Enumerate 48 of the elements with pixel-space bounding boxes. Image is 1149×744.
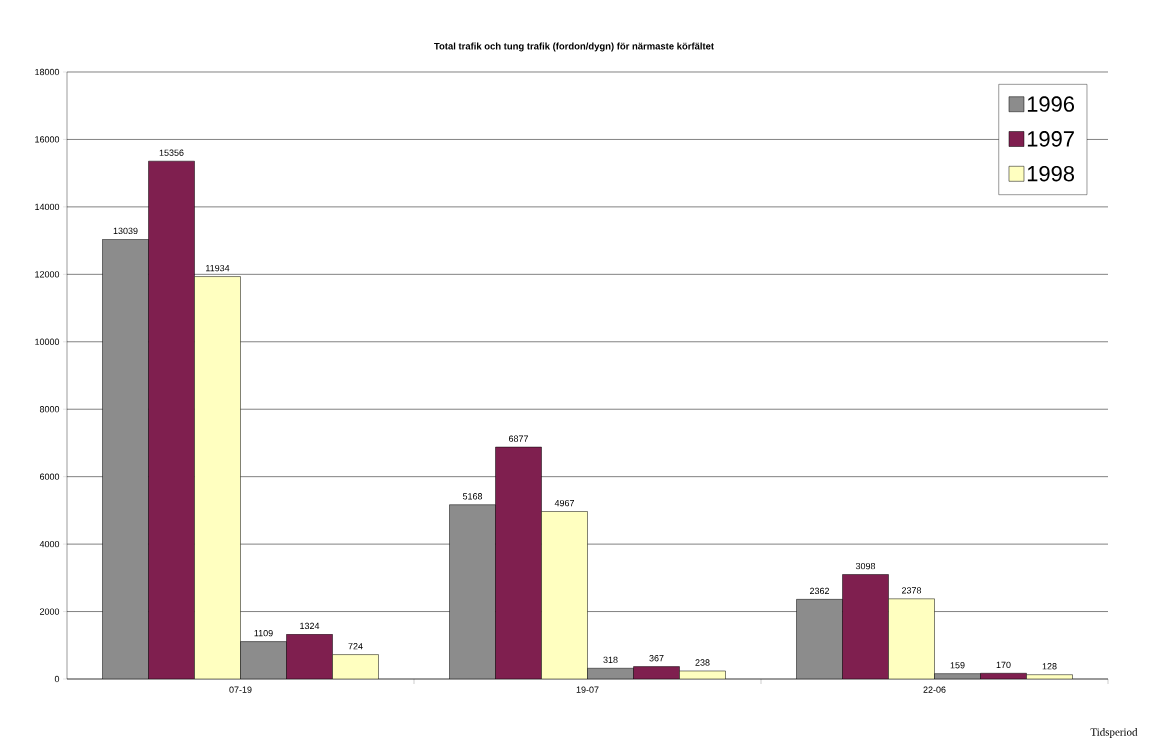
x-tick-label: 19-07 <box>576 686 599 693</box>
bar <box>541 511 588 679</box>
data-label: 170 <box>996 661 1011 669</box>
data-label: 128 <box>1042 663 1057 670</box>
bar <box>888 598 935 679</box>
x-tick-label: 07-19 <box>229 686 252 693</box>
data-label: 4967 <box>554 499 575 507</box>
data-label: 1324 <box>300 622 320 630</box>
y-tick-label: 6000 <box>39 473 60 480</box>
y-tick-label: 4000 <box>39 540 60 548</box>
bar <box>240 641 287 679</box>
legend-label: 1997 <box>1027 131 1074 147</box>
data-label: 5168 <box>462 493 483 500</box>
data-label: 3098 <box>855 562 876 570</box>
bar <box>842 574 889 679</box>
data-label: 1109 <box>254 630 273 637</box>
x-axis-title: Tidsperiod <box>1090 728 1138 738</box>
chart-title: Total trafik och tung trafik (fordon/dygn) för närmaste körfältet <box>434 42 714 52</box>
bar <box>495 446 542 679</box>
data-label: 2378 <box>901 587 922 594</box>
data-label: 367 <box>649 655 664 662</box>
data-label: 159 <box>950 662 965 669</box>
y-tick-label: 8000 <box>39 406 60 413</box>
data-label: 15356 <box>159 149 184 156</box>
bar <box>332 654 379 679</box>
data-label: 11934 <box>206 264 230 272</box>
bar <box>194 276 241 679</box>
bar <box>449 504 496 679</box>
bar <box>102 239 149 679</box>
y-tick-label: 16000 <box>35 136 60 143</box>
legend-label: 1996 <box>1027 96 1075 112</box>
y-tick-label: 18000 <box>35 68 60 76</box>
y-tick-label: 0 <box>54 675 60 683</box>
bar <box>148 160 195 679</box>
data-label: 2362 <box>809 587 830 595</box>
data-label: 6877 <box>508 435 529 442</box>
y-tick-label: 12000 <box>35 271 60 278</box>
x-tick-label: 22-06 <box>923 686 946 693</box>
y-tick-label: 10000 <box>35 338 60 345</box>
data-label: 724 <box>348 643 363 650</box>
bar <box>286 634 333 679</box>
y-tick-label: 14000 <box>35 203 60 211</box>
legend-label: 1998 <box>1027 165 1075 182</box>
data-label: 318 <box>603 656 618 664</box>
data-label: 238 <box>695 659 710 666</box>
y-tick-label: 2000 <box>39 608 60 615</box>
data-label: 13039 <box>113 227 138 235</box>
bar <box>796 599 843 679</box>
